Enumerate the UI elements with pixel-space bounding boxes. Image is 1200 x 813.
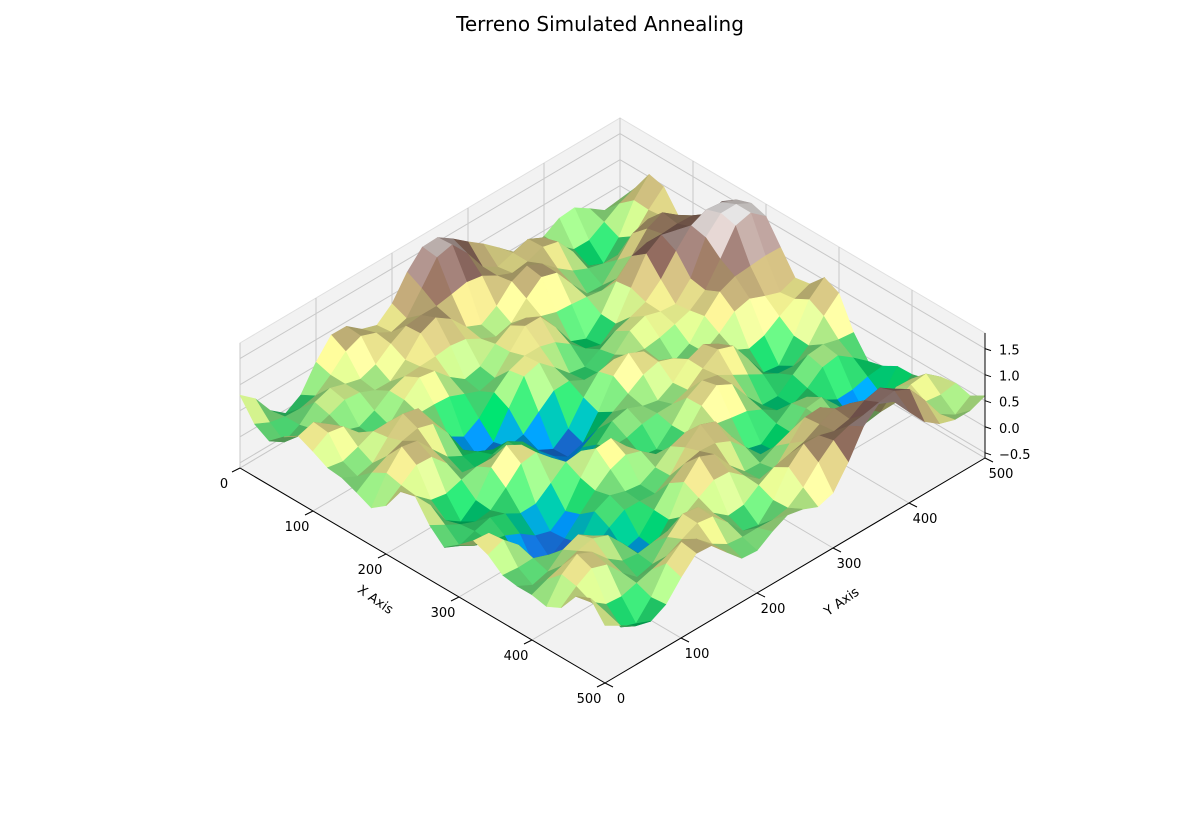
z-tick-label: 0.0 <box>999 422 1020 437</box>
chart-title: Terreno Simulated Annealing <box>455 12 744 36</box>
y-axis-line <box>604 457 986 684</box>
grid-line-z <box>239 133 986 360</box>
x-axis-label: X Axis <box>354 583 396 618</box>
y-tick <box>680 637 690 643</box>
z-tick <box>984 452 992 456</box>
x-tick-label: 0 <box>220 477 228 492</box>
terrain-surface <box>239 173 986 628</box>
tick-labels: 0 100 200 300 400 500 0 100 200 300 400 500 −0.5 0.0 0… <box>220 344 1031 707</box>
y-tick <box>832 547 842 553</box>
z-tick-label: 1.5 <box>999 344 1020 359</box>
x-tick <box>377 553 387 559</box>
y-tick-label: 200 <box>761 602 786 617</box>
y-tick <box>984 457 994 463</box>
z-tick-label: 1.0 <box>999 370 1020 385</box>
x-tick-label: 200 <box>358 563 383 578</box>
y-axis-label: Y Axis <box>821 585 863 620</box>
z-tick <box>984 348 992 352</box>
surface-facet <box>590 598 621 626</box>
x-tick <box>450 596 460 602</box>
y-tick-label: 0 <box>617 692 625 707</box>
y-tick <box>604 682 614 688</box>
x-tick <box>304 510 314 516</box>
x-tick-label: 400 <box>504 649 529 664</box>
z-tick <box>984 400 992 404</box>
z-tick <box>984 374 992 378</box>
x-axis-line <box>239 467 606 684</box>
z-tick <box>984 426 992 430</box>
y-tick-label: 300 <box>837 557 862 572</box>
x-tick <box>231 467 241 473</box>
y-tick-label: 100 <box>685 647 710 662</box>
z-tick-label: −0.5 <box>999 448 1031 463</box>
x-tick-label: 100 <box>285 520 310 535</box>
x-tick-label: 500 <box>577 692 602 707</box>
x-tick <box>523 639 533 645</box>
x-tick <box>596 682 606 688</box>
x-tick-label: 300 <box>431 606 456 621</box>
y-tick-label: 400 <box>913 512 938 527</box>
y-tick-label: 500 <box>989 467 1014 482</box>
axis-lines <box>231 333 994 688</box>
y-tick <box>908 502 918 508</box>
y-tick <box>756 592 766 598</box>
z-tick-label: 0.5 <box>999 396 1020 411</box>
grid-line-z <box>239 159 986 386</box>
